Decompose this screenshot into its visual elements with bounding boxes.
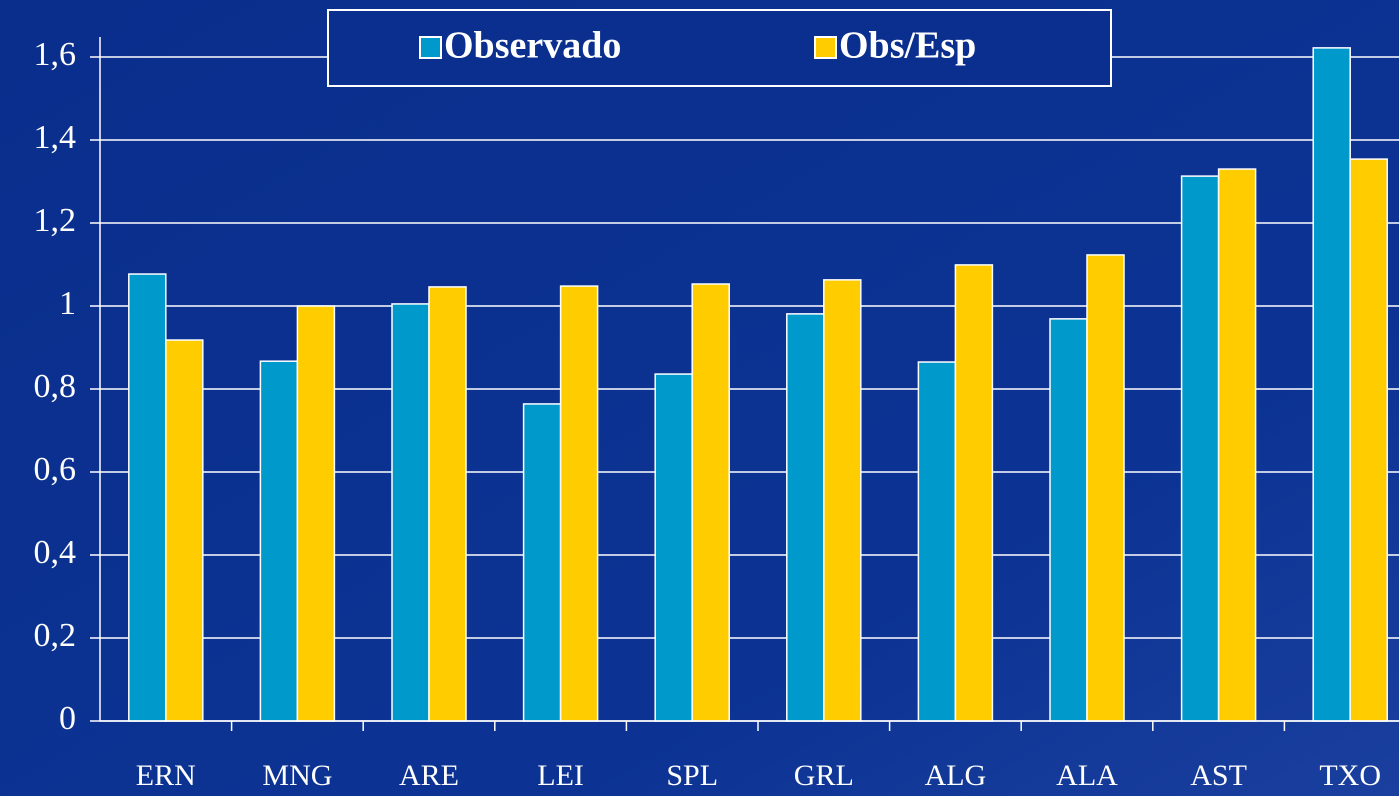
x-tick-label: SPL — [666, 759, 718, 792]
legend-box — [327, 9, 1112, 87]
bar — [1217, 168, 1257, 722]
bar — [428, 286, 467, 722]
legend-swatch — [814, 36, 837, 59]
y-tick-label: 0,4 — [34, 534, 77, 571]
y-tick-label: 1,6 — [34, 36, 77, 73]
bar — [823, 279, 862, 722]
x-tick-label: MNG — [262, 759, 332, 792]
x-tick-label: LEI — [537, 759, 584, 792]
legend-label: Obs/Esp — [839, 25, 976, 67]
bar — [128, 273, 167, 722]
x-tick-label: AST — [1190, 759, 1247, 792]
x-tick-label: ALG — [925, 759, 987, 792]
bar — [559, 285, 599, 722]
x-tick-label: ALA — [1056, 759, 1118, 792]
bar — [391, 303, 430, 722]
bar — [165, 339, 204, 722]
plot-area: 0 0,2 0,4 0,6 0,8 1 1,2 1,4 1,6 ERN MNG ARE LEI SPL GR… — [34, 36, 1399, 792]
bar — [917, 361, 957, 722]
y-tick-label: 0,8 — [34, 368, 77, 405]
bar — [296, 305, 336, 722]
y-tick-label: 0,2 — [34, 617, 77, 654]
x-tick-label: GRL — [794, 759, 854, 792]
legend-label: Observado — [444, 25, 621, 67]
legend: Observado Obs/Esp — [327, 9, 1112, 87]
y-tick-label: 1,2 — [34, 202, 77, 239]
x-tick-label: ARE — [399, 759, 459, 792]
bar — [259, 360, 299, 722]
legend-swatch — [419, 36, 442, 59]
x-tick-label: TXO — [1319, 759, 1381, 792]
bar — [954, 264, 994, 722]
y-tick-label: 0 — [59, 700, 76, 737]
bar — [1180, 175, 1220, 722]
bar — [691, 283, 730, 722]
bar — [522, 403, 562, 722]
bar — [786, 313, 825, 722]
x-tick-label: ERN — [136, 759, 196, 792]
bar — [1049, 318, 1088, 722]
y-tick-label: 0,6 — [34, 451, 77, 488]
bar — [1086, 254, 1125, 722]
bar — [654, 373, 693, 722]
bar — [1349, 158, 1388, 722]
bar — [1312, 47, 1351, 722]
y-tick-label: 1 — [59, 285, 76, 322]
y-tick-label: 1,4 — [34, 119, 77, 156]
